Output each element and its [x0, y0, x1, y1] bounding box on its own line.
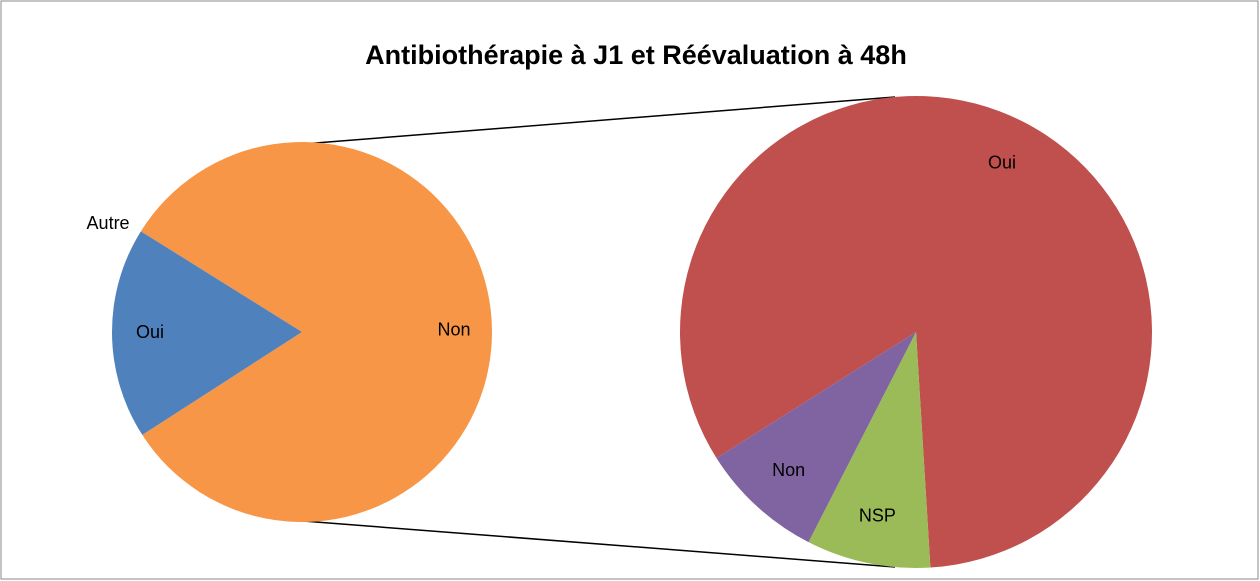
connector-line: [289, 96, 896, 146]
pie-slice: [680, 96, 1152, 568]
pie-slice: [808, 332, 931, 568]
pie-slice: [111, 231, 302, 435]
slice-label: Non: [437, 320, 470, 340]
slice-label: NSP: [859, 506, 896, 526]
slice-label: Autre: [87, 213, 130, 233]
chart-title: Antibiothérapie à J1 et Réévaluation à 4…: [365, 40, 907, 70]
slice-label: Oui: [988, 153, 1016, 173]
slice-label: Non: [772, 460, 805, 480]
connector-line: [289, 519, 896, 568]
pie-slice: [140, 142, 493, 523]
slice-label: Oui: [136, 322, 164, 342]
pie-slice: [716, 332, 916, 543]
